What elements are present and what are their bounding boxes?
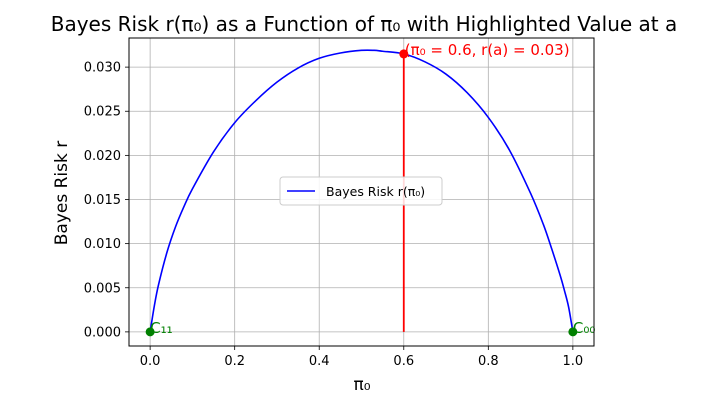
x-tick-label: 0.2 [224,354,245,369]
legend-box [279,176,443,206]
y-axis-ticks: 0.000 0.005 0.010 0.015 0.020 0.025 0.030 [84,61,129,340]
grid-lines [129,38,594,346]
x-tick-label: 0.4 [309,354,330,369]
x-axis-ticks: 0.0 0.2 0.4 0.6 0.8 1.0 [140,346,583,369]
x-tick-label: 1.0 [563,354,584,369]
endpoint-marker [568,327,578,337]
chart-title: Bayes Risk r(π₀) as a Function of π₀ wit… [51,12,678,36]
y-tick-label: 0.030 [84,61,121,76]
y-tick-label: 0.015 [84,193,121,208]
legend-entry-label: Bayes Risk r(π₀) [326,184,425,199]
y-tick-label: 0.005 [84,281,121,296]
y-tick-label: 0.025 [84,105,121,120]
highlight-point [399,49,409,59]
endpoint-marker [145,327,155,337]
y-tick-label: 0.010 [84,237,121,252]
x-tick-label: 0.0 [140,354,161,369]
y-axis-label: Bayes Risk r [52,141,72,246]
plot-area: (π₀ = 0.6, r(a) = 0.03) C₁₁ C₀₀ [145,41,596,337]
axes-frame [128,37,595,347]
highlight-annotation: (π₀ = 0.6, r(a) = 0.03) [405,41,570,59]
endpoint-label: C₀₀ [573,319,596,337]
series-line-bayes-risk [149,49,574,333]
x-tick-label: 0.6 [393,354,414,369]
y-tick-label: 0.020 [84,149,121,164]
endpoint-label: C₁₁ [150,319,173,337]
x-tick-label: 0.8 [478,354,499,369]
legend: Bayes Risk r(π₀) [279,176,443,206]
y-tick-label: 0.000 [84,325,121,340]
x-axis-label: π₀ [353,375,370,395]
